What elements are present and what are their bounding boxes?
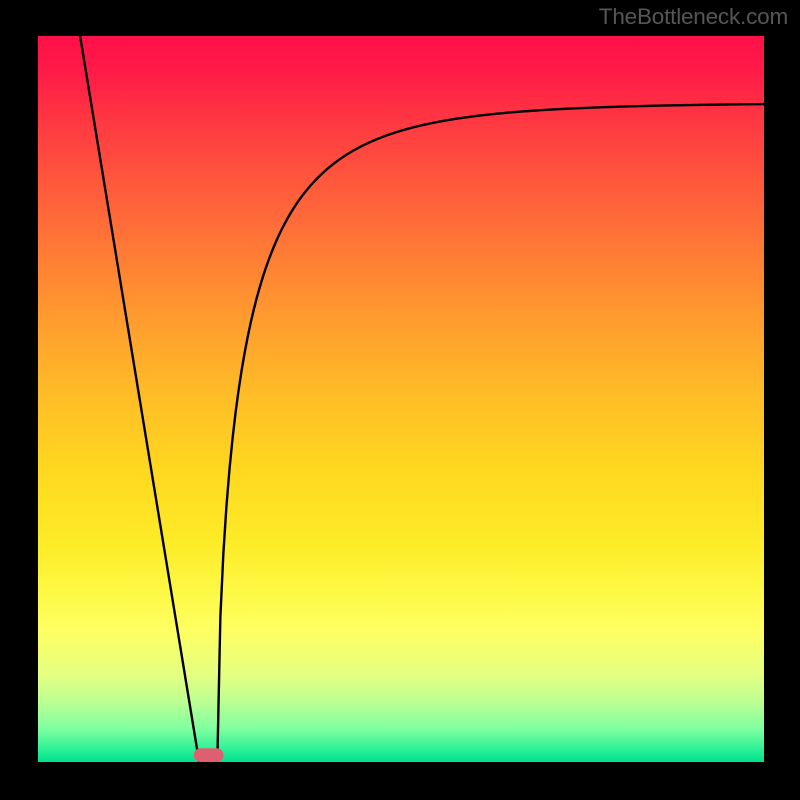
watermark-text: TheBottleneck.com: [599, 4, 788, 30]
marker-layer: [38, 36, 764, 762]
plot-area: [38, 36, 764, 762]
outer-frame: TheBottleneck.com: [0, 0, 800, 800]
